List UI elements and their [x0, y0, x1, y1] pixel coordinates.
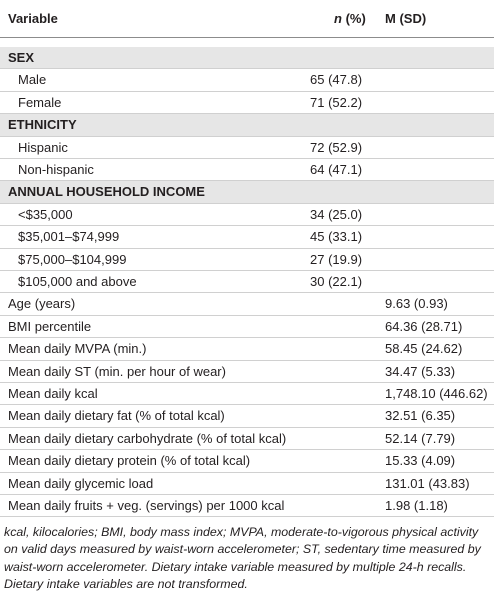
row-label: Non-hispanic — [18, 162, 94, 177]
mean-sd: 34.47 (5.33) — [385, 363, 456, 379]
mean-sd: 15.33 (4.09) — [385, 453, 456, 469]
data-row: Mean daily MVPA (min.) 58.45 (24.62) — [0, 338, 494, 361]
section-row: SEX — [0, 47, 494, 70]
n-percent: 34 (25.0) — [310, 206, 363, 222]
mean-sd: 52.14 (7.79) — [385, 430, 456, 446]
data-row: Non-hispanic 64 (47.1) — [0, 159, 494, 182]
row-label: $75,000–$104,999 — [18, 251, 127, 267]
row-label: Mean daily kcal — [8, 386, 98, 401]
mean-sd: 32.51 (6.35) — [385, 408, 456, 424]
section-row: ANNUAL HOUSEHOLD INCOME — [0, 181, 494, 204]
data-row: Mean daily ST (min. per hour of wear) 34.… — [0, 361, 494, 383]
mean-sd: 131.01 (43.83) — [385, 475, 470, 491]
n-percent: 65 (47.8) — [310, 72, 363, 88]
mean-sd: 1.98 (1.18) — [385, 498, 448, 513]
header-n-unit: (%) — [341, 11, 366, 26]
n-percent: 71 (52.2) — [310, 94, 363, 110]
row-label: Male — [18, 72, 47, 88]
data-row: Mean daily dietary carbohydrate (% of to… — [0, 428, 494, 451]
mean-sd: 9.63 (0.93) — [385, 296, 448, 312]
data-row: Male 65 (47.8) — [0, 69, 494, 92]
row-label: Hispanic — [18, 139, 68, 155]
mean-sd: 58.45 (24.62) — [385, 341, 463, 357]
data-row: Mean daily glycemic load 131.01 (43.83) — [0, 473, 494, 495]
header-variable: Variable — [8, 11, 58, 26]
data-row: Mean daily fruits + veg. (servings) per … — [0, 495, 494, 518]
mean-sd: 1,748.10 (446.62) — [385, 386, 488, 401]
data-row: Mean daily dietary fat (% of total kcal)… — [0, 405, 494, 428]
row-label: Mean daily dietary protein (% of total k… — [8, 453, 251, 469]
row-label: BMI percentile — [8, 318, 92, 334]
data-row: $105,000 and above 30 (22.1) — [0, 271, 494, 294]
n-percent: 45 (33.1) — [310, 229, 363, 245]
row-label: Mean daily dietary fat (% of total kcal) — [8, 408, 225, 424]
data-row: $75,000–$104,999 27 (19.9) — [0, 249, 494, 271]
row-label: <$35,000 — [18, 206, 73, 222]
row-label: Mean daily dietary carbohydrate (% of to… — [8, 430, 287, 446]
data-row: Age (years) 9.63 (0.93) — [0, 293, 494, 316]
n-percent: 72 (52.9) — [310, 139, 363, 155]
section-label: ANNUAL HOUSEHOLD INCOME — [8, 184, 205, 200]
row-label: Female — [18, 94, 62, 110]
header-msd: M (SD) — [385, 11, 427, 26]
data-row: Hispanic 72 (52.9) — [0, 137, 494, 159]
data-row: <$35,000 34 (25.0) — [0, 204, 494, 227]
section-label: SEX — [8, 50, 35, 65]
data-row: $35,001–$74,999 45 (33.1) — [0, 226, 494, 249]
data-row: Mean daily dietary protein (% of total k… — [0, 450, 494, 473]
n-percent: 30 (22.1) — [310, 274, 363, 289]
data-row: Female 71 (52.2) — [0, 92, 494, 115]
header-n: n (%) — [334, 0, 366, 38]
n-percent: 64 (47.1) — [310, 162, 363, 177]
row-label: Age (years) — [8, 296, 76, 312]
data-row: BMI percentile 64.36 (28.71) — [0, 316, 494, 339]
row-label: $105,000 and above — [18, 274, 137, 289]
n-percent: 27 (19.9) — [310, 251, 363, 267]
row-label: Mean daily MVPA (min.) — [8, 341, 147, 357]
header-row: Variable n (%) M (SD) — [0, 0, 494, 38]
header-n-symbol: n — [334, 11, 342, 26]
mean-sd: 64.36 (28.71) — [385, 318, 463, 334]
data-row: Mean daily kcal 1,748.10 (446.62) — [0, 383, 494, 406]
row-label: $35,001–$74,999 — [18, 229, 120, 245]
row-label: Mean daily fruits + veg. (servings) per … — [8, 498, 285, 513]
section-row: ETHNICITY — [0, 114, 494, 137]
footnote: kcal, kilocalories; BMI, body mass index… — [4, 525, 481, 591]
section-label: ETHNICITY — [8, 117, 77, 133]
row-label: Mean daily ST (min. per hour of wear) — [8, 363, 226, 379]
row-label: Mean daily glycemic load — [8, 475, 154, 491]
